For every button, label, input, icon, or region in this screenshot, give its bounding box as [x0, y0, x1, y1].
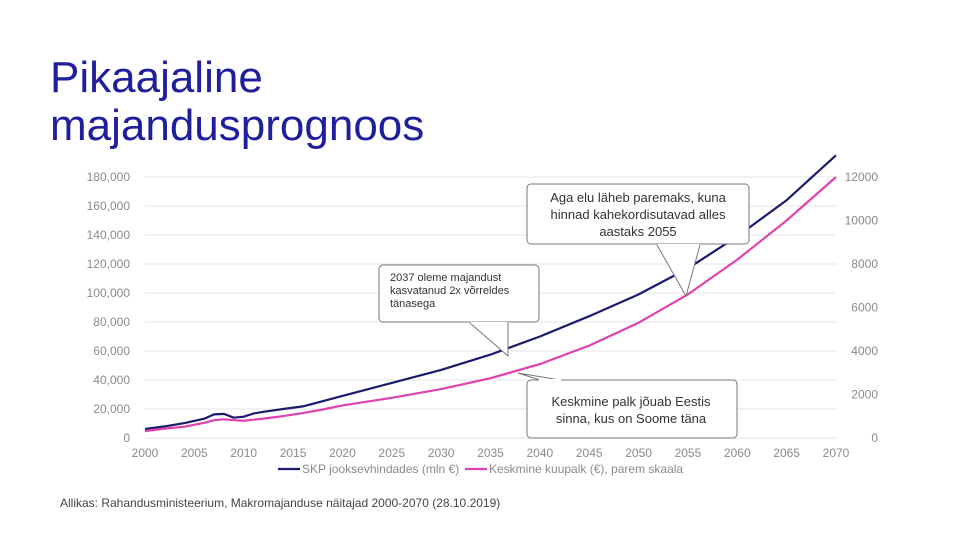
callout-pointer — [469, 322, 509, 358]
right-axis-tick-label: 6000 — [851, 301, 878, 315]
slide-title-line1: Pikaajaline — [50, 53, 263, 102]
callout-text-line: Keskmine palk jõuab Eestis — [552, 394, 711, 409]
right-axis-tick-label: 12000 — [845, 170, 879, 184]
callout-pointer — [656, 244, 701, 298]
right-axis-tick-label: 0 — [871, 431, 878, 445]
series-lines — [144, 154, 837, 433]
x-axis-tick-label: 2000 — [132, 446, 159, 460]
x-axis-tick-label: 2065 — [773, 446, 800, 460]
legend-item-wage: Keskmine kuupalk (€), parem skaala — [465, 462, 683, 476]
slide-title: Pikaajaline majandusprognoos — [50, 54, 424, 150]
callout-pointer — [517, 372, 561, 381]
legend-label: Keskmine kuupalk (€), parem skaala — [489, 462, 683, 476]
x-axis-tick-label: 2040 — [527, 446, 554, 460]
left-axis-tick-label: 20,000 — [93, 402, 130, 416]
callout-text-line: kasvatanud 2x võrreldes — [390, 285, 510, 297]
x-axis-tick-label: 2035 — [477, 446, 504, 460]
slide-title-line2: majandusprognoos — [50, 101, 425, 150]
legend-item-gdp: SKP jooksevhindades (mln €) — [278, 462, 459, 476]
left-axis-tick-label: 60,000 — [93, 344, 130, 358]
left-axis-tick-label: 100,000 — [87, 286, 131, 300]
x-axis-tick-label: 2030 — [428, 446, 455, 460]
legend-label: SKP jooksevhindades (mln €) — [302, 462, 459, 476]
callout-text-line: 2037 oleme majandust — [390, 272, 501, 284]
series-line-gdp — [144, 154, 837, 431]
x-axis-tick-label: 2025 — [378, 446, 405, 460]
x-axis-tick-label: 2055 — [675, 446, 702, 460]
x-axis-tick-label: 2005 — [181, 446, 208, 460]
left-axis-tick-label: 180,000 — [87, 170, 131, 184]
callout-3: Keskmine palk jõuab Eestis sinna, kus on … — [517, 372, 738, 439]
left-axis-tick-label: 0 — [123, 431, 130, 445]
left-axis-tick-label: 40,000 — [93, 373, 130, 387]
right-axis-tick-label: 2000 — [851, 388, 878, 402]
left-axis-tick-label: 160,000 — [87, 199, 131, 213]
x-axis-tick-label: 2015 — [280, 446, 307, 460]
callout-text-line: aastaks 2055 — [599, 224, 676, 239]
left-axis-tick-label: 120,000 — [87, 257, 131, 271]
callout-1: Aga elu läheb paremaks, kuna hinnad kahek… — [526, 183, 750, 298]
x-axis-tick-label: 2010 — [230, 446, 257, 460]
series-line-wage — [144, 176, 837, 433]
right-axis-tick-label: 8000 — [851, 257, 878, 271]
callouts: Aga elu läheb paremaks, kuna hinnad kahek… — [378, 183, 750, 439]
left-axis-tick-label: 140,000 — [87, 228, 131, 242]
callout-text-line: hinnad kahekordisutavad alles — [551, 207, 726, 222]
x-axis-tick-label: 2045 — [576, 446, 603, 460]
right-axis-tick-label: 10000 — [845, 214, 879, 228]
x-axis-tick-label: 2050 — [625, 446, 652, 460]
callout-text-line: sinna, kus on Soome täna — [556, 411, 707, 426]
x-axis-tick-label: 2070 — [823, 446, 850, 460]
source-note: Allikas: Rahandusministeerium, Makromaja… — [60, 496, 501, 510]
callout-text-line: Aga elu läheb paremaks, kuna — [550, 190, 726, 205]
callout-box — [526, 183, 750, 245]
x-axis-tick-label: 2020 — [329, 446, 356, 460]
left-axis-ticks: 0 20,000 40,000 60,000 80,000 100,000 120,000 1… — [87, 170, 131, 445]
callout-box — [378, 264, 540, 323]
callout-text-line: tänasega — [390, 298, 436, 310]
legend: SKP jooksevhindades (mln €) Keskmine kuup… — [278, 462, 683, 476]
x-axis-tick-label: 2060 — [724, 446, 751, 460]
left-axis-tick-label: 80,000 — [93, 315, 130, 329]
right-axis-tick-label: 4000 — [851, 344, 878, 358]
right-axis-ticks: 0 2000 4000 6000 8000 10000 12000 — [845, 170, 879, 445]
callout-box — [526, 379, 738, 439]
x-axis-ticks: 2000 2005 2010 2015 2020 2025 2030 2035 2040 2045… — [132, 446, 850, 460]
